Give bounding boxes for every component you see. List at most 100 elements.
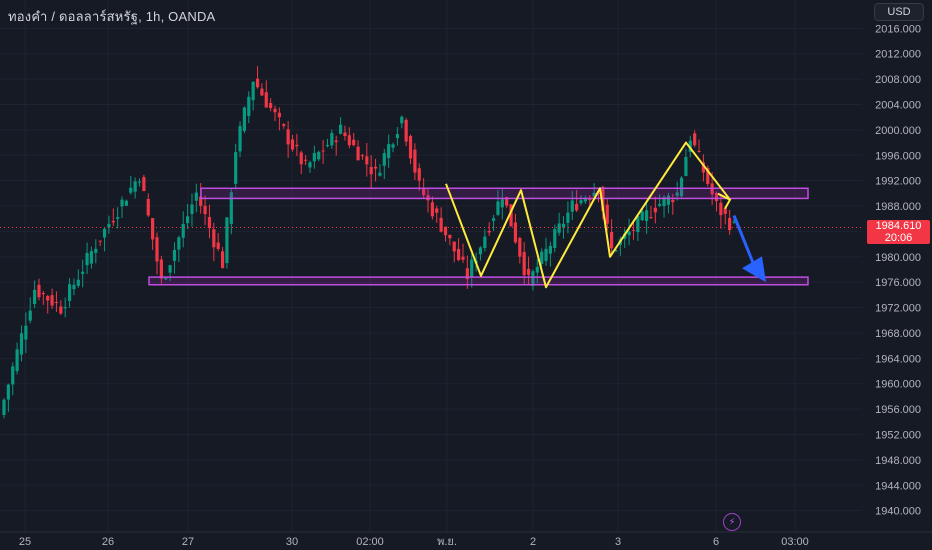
candle-body: [295, 144, 299, 147]
candle-body: [286, 129, 290, 145]
candle-body: [653, 207, 657, 213]
candle-body: [496, 201, 500, 215]
candle-body: [697, 151, 701, 153]
candle-body: [203, 205, 207, 215]
candle-body: [273, 108, 277, 113]
price-tick-label: 1988.000: [875, 201, 921, 213]
candle-body: [579, 200, 583, 204]
candle-body: [662, 197, 666, 207]
price-tick-label: 1952.000: [875, 430, 921, 442]
candle-body: [251, 81, 255, 101]
price-tick-label: 2016.000: [875, 23, 921, 35]
candle-body: [540, 251, 544, 264]
drawings: [0, 141, 862, 289]
price-axis[interactable]: 2016.000 2012.000 2008.000 2004.000 2000.000…: [862, 0, 932, 550]
candle-body: [352, 139, 356, 146]
candle-body: [264, 92, 268, 108]
candle-body: [37, 284, 41, 298]
candle-body: [640, 211, 644, 221]
candle-body: [701, 162, 706, 173]
price-tick-label: 2004.000: [875, 100, 921, 112]
candle-body: [675, 192, 679, 196]
time-tick-label: 26: [102, 536, 114, 548]
candle-body: [356, 146, 360, 161]
candle-body: [596, 192, 601, 195]
candle-body: [146, 199, 150, 216]
candle-body: [557, 223, 561, 233]
candle-body: [448, 234, 452, 239]
candle-body: [592, 192, 596, 197]
candle-body: [59, 306, 63, 314]
candle-body: [2, 399, 6, 415]
candle-body: [505, 197, 509, 206]
candle-body: [85, 252, 89, 266]
candle-body: [6, 384, 10, 400]
candle-body: [159, 259, 163, 279]
candle-body: [76, 279, 80, 286]
candle-body: [605, 204, 609, 224]
candle-body: [526, 268, 531, 275]
candlesticks: [2, 66, 736, 419]
candle-body: [41, 293, 45, 295]
lightning-icon[interactable]: ⚡: [723, 513, 741, 531]
candle-body: [15, 349, 19, 372]
price-tick-label: 1996.000: [875, 150, 921, 162]
candle-body: [32, 289, 37, 305]
candle-body: [553, 229, 557, 248]
candle-body: [102, 228, 107, 238]
candle-body: [395, 134, 400, 139]
candle-body: [422, 188, 426, 196]
candle-body: [216, 242, 220, 249]
candle-body: [566, 212, 570, 223]
currency-button[interactable]: USD: [874, 3, 924, 21]
candle-body: [94, 248, 98, 253]
time-tick-label: 6: [713, 536, 719, 548]
candle-body: [487, 230, 491, 233]
candle-body: [229, 192, 233, 224]
candle-body: [181, 223, 185, 238]
candle-body: [304, 159, 308, 161]
symbol-title: ทองคำ / ดอลลาร์สหรัฐ, 1h, OANDA: [8, 9, 216, 24]
candle-body: [338, 124, 343, 134]
candle-body: [277, 112, 281, 118]
candle-body: [190, 204, 194, 215]
time-tick-label: 03:00: [781, 536, 809, 548]
candle-body: [658, 203, 662, 206]
price-tick-label: 2012.000: [875, 49, 921, 61]
candle-body: [334, 140, 338, 143]
candle-body: [518, 237, 522, 257]
candle-body: [137, 181, 142, 183]
candle-body: [177, 237, 181, 250]
price-tick-label: 1944.000: [875, 480, 921, 492]
range-zone: [148, 276, 809, 286]
candle-body: [234, 152, 238, 184]
candle-body: [535, 266, 539, 273]
candle-body: [89, 251, 94, 264]
candle-body: [269, 103, 273, 109]
candle-body: [312, 153, 316, 162]
candle-body: [220, 251, 225, 269]
candle-body: [714, 192, 719, 202]
candle-body: [491, 218, 496, 221]
time-tick-label: 25: [19, 536, 31, 548]
candle-body: [107, 223, 111, 228]
price-tick-label: 1980.000: [875, 252, 921, 264]
time-axis[interactable]: 25 26 27 30 02:00 พ.ย. 2 3 6 03:00: [0, 531, 932, 548]
candle-body: [732, 221, 736, 223]
candle-body: [382, 153, 386, 166]
candle-body: [194, 192, 198, 201]
candle-body: [54, 301, 59, 303]
candle-body: [172, 249, 177, 261]
candle-body: [627, 231, 631, 236]
candle-body: [308, 162, 312, 168]
candle-body: [544, 248, 548, 261]
candle-body: [509, 204, 513, 227]
candle-body: [684, 156, 688, 177]
price-tick-label: 1964.000: [875, 353, 921, 365]
price-tick-label: 2008.000: [875, 74, 921, 86]
candle-body: [238, 126, 242, 152]
time-tick-label: 30: [286, 536, 298, 548]
price-tick-label: 1960.000: [875, 379, 921, 391]
candle-body: [260, 88, 264, 96]
